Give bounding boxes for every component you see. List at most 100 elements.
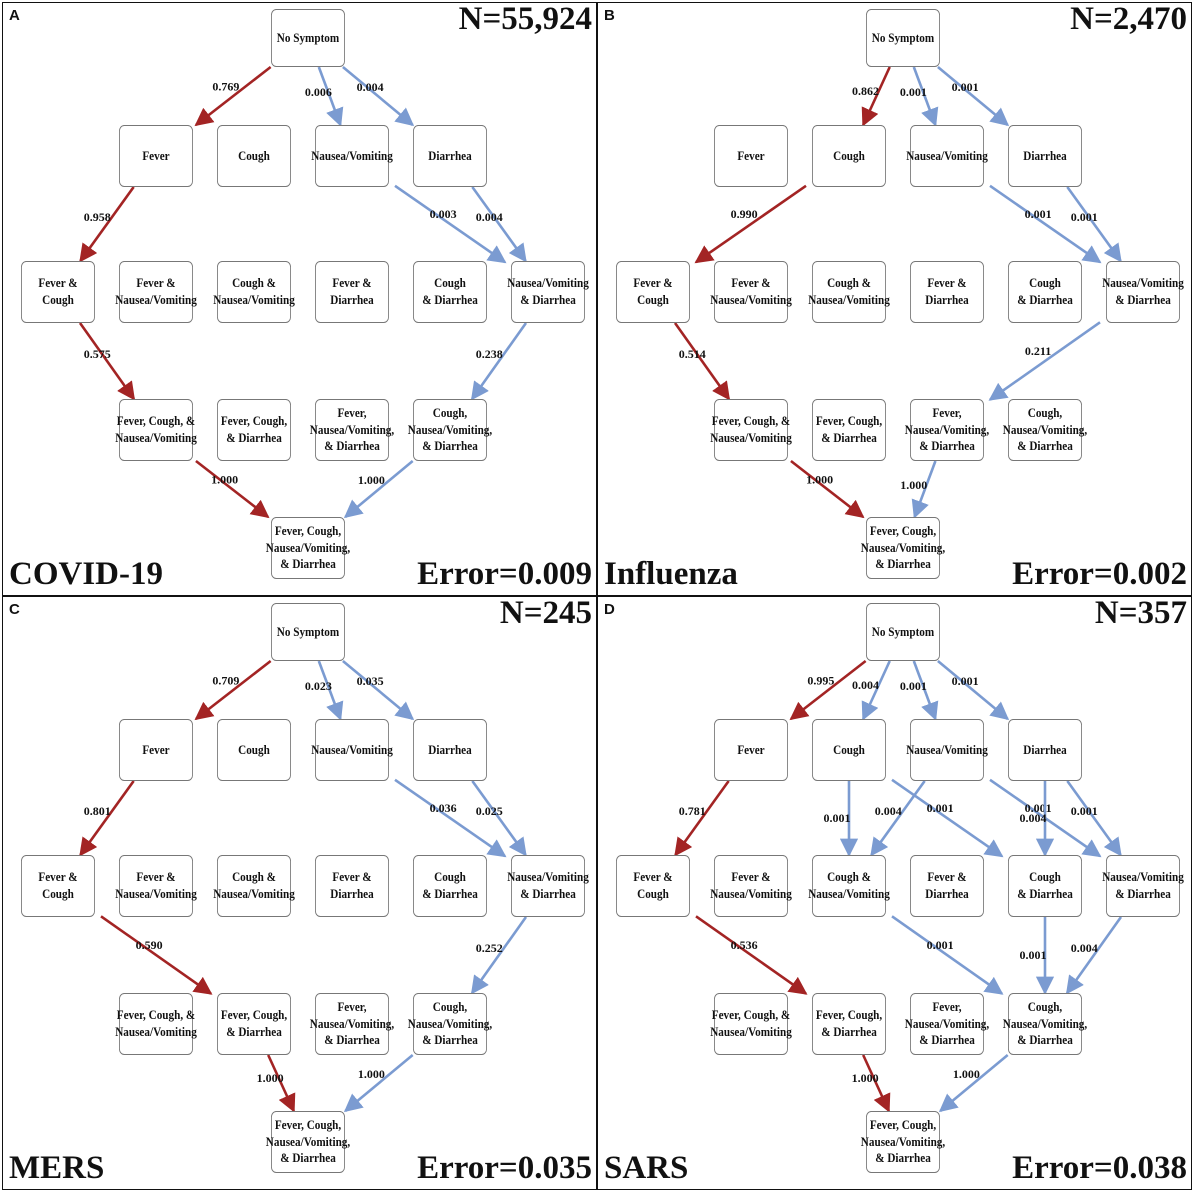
transition-probability-label: 0.004 — [1071, 941, 1098, 955]
state-node: Diarrhea — [1008, 125, 1082, 187]
transition-probability-label: 1.000 — [257, 1071, 284, 1085]
state-node: Cough & Nausea/Vomiting — [213, 855, 295, 917]
transition-probability-label: 0.590 — [136, 938, 163, 952]
primary-transition-arrow — [79, 780, 135, 857]
secondary-transition-arrow — [912, 66, 939, 127]
transition-probability-label: 0.575 — [84, 347, 111, 361]
transition-probability-label: 0.211 — [1025, 344, 1051, 358]
primary-transition-arrow — [862, 1054, 891, 1113]
panel-letter: C — [9, 601, 20, 618]
sample-size-label: N=2,470 — [1070, 2, 1187, 37]
primary-transition-arrow — [79, 186, 135, 263]
edge-layer: 0.709 0.023 0.035 0.801 0.036 0.025 0.590 0.252… — [79, 659, 528, 1113]
state-node: Nausea/Vomiting — [311, 719, 393, 781]
state-node: Fever — [714, 125, 788, 187]
secondary-transition-arrow — [394, 778, 507, 858]
primary-transition-arrow — [267, 1054, 296, 1113]
state-node: Cough & Diarrhea — [413, 855, 487, 917]
edge-layer: 0.769 0.006 0.004 0.958 0.003 0.004 0.575 0.238… — [78, 65, 528, 519]
state-node: Fever — [119, 719, 193, 781]
transition-probability-label: 1.000 — [211, 473, 238, 487]
transition-probability-label: 1.000 — [806, 473, 833, 487]
transition-probability-label: 0.025 — [476, 804, 503, 818]
panel-d: 0.995 0.004 0.001 0.001 0.781 0.001 0.001 0.004… — [597, 596, 1192, 1190]
secondary-transition-arrow — [988, 321, 1101, 401]
state-node: Nausea/Vomiting & Diarrhea — [1102, 855, 1184, 917]
transition-probability-label: 1.000 — [953, 1067, 980, 1081]
state-node: Diarrhea — [413, 719, 487, 781]
transition-probability-label: 0.035 — [357, 674, 384, 688]
node-all-symptoms: Fever, Cough, Nausea/Vomiting, & Diarrhe… — [861, 1111, 945, 1173]
transition-probability-label: 0.001 — [1071, 210, 1098, 224]
state-node: Fever, Nausea/Vomiting, & Diarrhea — [905, 993, 989, 1055]
secondary-transition-arrow — [343, 1054, 414, 1113]
state-node: Fever — [714, 719, 788, 781]
transition-probability-label: 0.006 — [305, 85, 332, 99]
state-node: Nausea/Vomiting — [906, 719, 988, 781]
state-node: Fever, Cough, & Nausea/Vomiting — [710, 993, 792, 1055]
state-node: Fever & Cough — [21, 855, 95, 917]
transition-probability-label: 0.781 — [679, 804, 706, 818]
state-node: Fever & Nausea/Vomiting — [115, 855, 197, 917]
secondary-transition-arrow — [471, 186, 527, 263]
transition-probability-label: 0.769 — [212, 80, 239, 94]
state-node: Fever, Cough, & Nausea/Vomiting — [710, 399, 792, 461]
sample-size-label: N=55,924 — [458, 2, 592, 37]
secondary-transition-arrow — [317, 660, 344, 721]
secondary-transition-arrow — [912, 660, 939, 721]
sample-size-label: N=245 — [499, 596, 592, 631]
transition-probability-label: 0.801 — [84, 804, 111, 818]
transition-probability-label: 0.990 — [731, 207, 758, 221]
transition-probability-label: 0.001 — [1025, 207, 1052, 221]
state-node: Fever, Cough, & Diarrhea — [812, 399, 886, 461]
transition-probability-label: 1.000 — [900, 478, 927, 492]
secondary-transition-arrow — [317, 66, 344, 127]
state-node: Nausea/Vomiting & Diarrhea — [507, 261, 589, 323]
node-all-symptoms: Fever, Cough, Nausea/Vomiting, & Diarrhe… — [266, 517, 350, 579]
state-node: Cough — [217, 719, 291, 781]
state-node: Fever, Nausea/Vomiting, & Diarrhea — [905, 399, 989, 461]
transition-probability-label: 0.252 — [476, 941, 503, 955]
state-node: Nausea/Vomiting & Diarrhea — [1102, 261, 1184, 323]
transition-probability-label: 0.001 — [952, 674, 979, 688]
transition-probability-label: 0.238 — [476, 347, 503, 361]
transition-probability-label: 0.004 — [875, 804, 902, 818]
secondary-transition-arrow — [394, 184, 507, 264]
state-node: Cough & Nausea/Vomiting — [808, 261, 890, 323]
state-node: Fever & Cough — [616, 261, 690, 323]
state-node: Fever — [119, 125, 193, 187]
node-all-symptoms: Fever, Cough, Nausea/Vomiting, & Diarrhe… — [861, 517, 945, 579]
secondary-transition-arrow — [1065, 916, 1123, 995]
state-node: Fever & Diarrhea — [315, 855, 389, 917]
transition-probability-label: 0.004 — [357, 80, 384, 94]
primary-transition-arrow — [861, 66, 891, 127]
panel-letter: B — [604, 7, 615, 24]
state-node: Cough — [217, 125, 291, 187]
disease-label: Influenza — [604, 556, 738, 592]
transition-probability-label: 0.514 — [679, 347, 706, 361]
secondary-transition-arrow — [938, 1054, 1009, 1113]
state-node: Cough — [812, 125, 886, 187]
state-node: Nausea/Vomiting — [311, 125, 393, 187]
panel-a: 0.769 0.006 0.004 0.958 0.003 0.004 0.575 0.238… — [2, 2, 597, 596]
state-node: Fever, Nausea/Vomiting, & Diarrhea — [310, 993, 394, 1055]
error-label: Error=0.035 — [417, 1150, 592, 1186]
primary-transition-arrow — [695, 915, 808, 995]
state-node: Fever & Nausea/Vomiting — [115, 261, 197, 323]
secondary-transition-arrow — [911, 460, 937, 519]
primary-transition-arrow — [694, 184, 807, 264]
secondary-transition-arrow — [343, 460, 414, 519]
state-node: Fever, Cough, & Diarrhea — [217, 993, 291, 1055]
edge-layer: 0.995 0.004 0.001 0.001 0.781 0.001 0.001 0.004… — [674, 659, 1123, 1113]
transition-probability-label: 0.709 — [212, 674, 239, 688]
primary-transition-arrow — [78, 322, 136, 401]
transition-probability-label: 0.001 — [1020, 948, 1047, 962]
state-node: Fever & Nausea/Vomiting — [710, 855, 792, 917]
primary-transition-arrow — [195, 459, 270, 519]
transition-probability-label: 0.001 — [1071, 804, 1098, 818]
transition-probability-label: 0.004 — [1020, 811, 1047, 825]
transition-probability-label: 0.001 — [900, 85, 927, 99]
node-all-symptoms: Fever, Cough, Nausea/Vomiting, & Diarrhe… — [266, 1111, 350, 1173]
node-no-symptom: No Symptom — [271, 603, 345, 661]
